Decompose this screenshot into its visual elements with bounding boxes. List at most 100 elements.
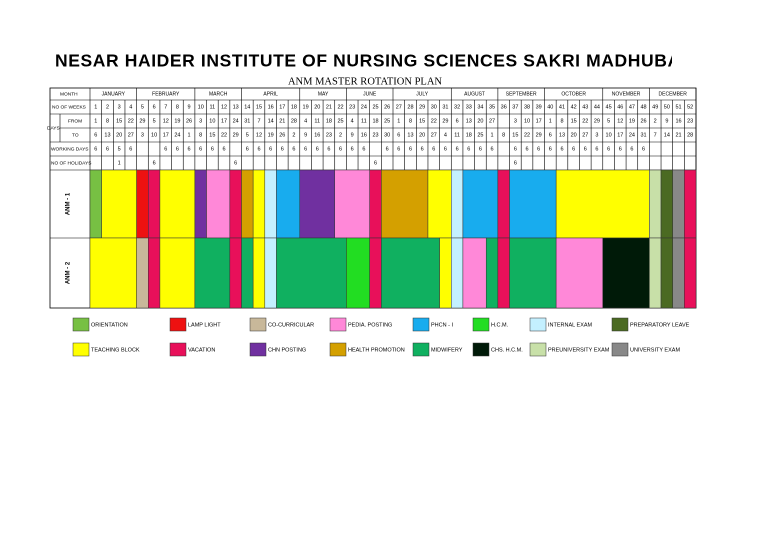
cell-value: 27	[431, 132, 437, 138]
cell-value: 7	[257, 118, 260, 124]
month-label: NOVEMBER	[612, 91, 641, 97]
rotation-block	[159, 237, 196, 309]
cell-value: 29	[419, 104, 425, 110]
cell-value: 34	[477, 104, 483, 110]
rotation-block	[148, 237, 161, 309]
rotation-block	[497, 237, 510, 309]
legend-swatch	[529, 317, 547, 332]
rotation-block	[369, 237, 382, 309]
legend-label: CHS. H.C.M.	[491, 347, 523, 353]
cell-value: 20	[116, 132, 122, 138]
legend-swatch	[329, 342, 347, 357]
cell-value: 31	[244, 118, 250, 124]
cell-value: 27	[489, 118, 495, 124]
cell-value: 6	[397, 146, 400, 152]
cell-value: 37	[512, 104, 518, 110]
cell-value: 6	[199, 146, 202, 152]
rotation-block	[451, 169, 464, 239]
cell-value: 10	[198, 104, 204, 110]
rotation-block	[206, 169, 231, 239]
rotation-block	[241, 169, 254, 239]
legend-label: HEALTH PROMOTION	[348, 347, 405, 353]
rotation-block	[649, 169, 662, 239]
cell-value: 1	[397, 118, 400, 124]
cell-value: 17	[536, 118, 542, 124]
month-label: OCTOBER	[561, 91, 586, 97]
cell-value: 23	[326, 132, 332, 138]
cell-value: 6	[514, 146, 517, 152]
rotation-block	[229, 169, 242, 239]
cell-value: 6	[153, 160, 156, 166]
cell-value: 21	[675, 132, 681, 138]
rotation-block	[252, 169, 266, 239]
cell-value: 5	[246, 132, 249, 138]
cell-value: 22	[582, 118, 588, 124]
cell-value: 25	[477, 132, 483, 138]
cell-value: 3	[514, 118, 517, 124]
legend-label: PREPARATORY LEAVE	[630, 322, 690, 328]
cell-value: 45	[606, 104, 612, 110]
cell-value: 1	[491, 132, 494, 138]
rotation-block	[369, 169, 382, 239]
month-label: SEPTEMBER	[506, 91, 537, 97]
subtitle: ANM MASTER ROTATION PLAN	[288, 76, 442, 87]
legend-swatch	[169, 342, 187, 357]
cell-value: 18	[326, 118, 332, 124]
cell-value: 6	[292, 146, 295, 152]
cell-value: 29	[442, 118, 448, 124]
cell-value: 6	[467, 146, 470, 152]
legend-label: INTERNAL EXAM	[548, 322, 593, 328]
cell-value: 46	[617, 104, 623, 110]
cell-value: 10	[524, 118, 530, 124]
cell-value: 22	[524, 132, 530, 138]
legend-swatch	[611, 317, 629, 332]
rotation-block	[381, 169, 429, 239]
cell-value: 6	[339, 146, 342, 152]
legend-swatch	[72, 342, 90, 357]
legend-label: PREUNIVERSITY EXAM	[548, 347, 610, 353]
cell-value: 25	[372, 104, 378, 110]
cell-value: 26	[186, 118, 192, 124]
cell-value: 29	[139, 118, 145, 124]
cell-value: 6	[386, 146, 389, 152]
cell-value: 52	[687, 104, 693, 110]
cell-value: 11	[314, 118, 320, 124]
cell-value: 40	[547, 104, 553, 110]
row-label: NO OF WEEKS	[52, 104, 86, 110]
cell-value: 6	[129, 146, 132, 152]
cell-value: 9	[304, 132, 307, 138]
cell-value: 2	[339, 132, 342, 138]
cell-value: 6	[304, 146, 307, 152]
cell-value: 28	[407, 104, 413, 110]
cell-value: 42	[571, 104, 577, 110]
month-label: AUGUST	[464, 91, 485, 97]
rotation-block	[299, 169, 335, 239]
month-label: FEBRUARY	[152, 91, 180, 97]
cell-value: 25	[384, 118, 390, 124]
cell-value: 17	[617, 132, 623, 138]
cell-value: 1	[94, 104, 97, 110]
cell-value: 10	[151, 132, 157, 138]
cell-value: 20	[314, 104, 320, 110]
cell-value: 6	[572, 146, 575, 152]
cell-value: 5	[118, 146, 121, 152]
cell-value: 15	[571, 118, 577, 124]
rotation-block	[672, 237, 685, 309]
cell-value: 48	[640, 104, 646, 110]
cell-value: 17	[163, 132, 169, 138]
cell-value: 2	[292, 132, 295, 138]
cell-value: 6	[269, 146, 272, 152]
row-label: DAYS	[47, 125, 60, 131]
cell-value: 6	[514, 160, 517, 166]
cell-value: 6	[362, 146, 365, 152]
cell-value: 8	[106, 118, 109, 124]
rotation-block	[451, 237, 464, 309]
cell-value: 8	[176, 104, 179, 110]
group-label: ANM - 1	[66, 192, 72, 215]
legend-swatch	[412, 342, 430, 357]
cell-value: 29	[233, 132, 239, 138]
cell-value: 6	[537, 146, 540, 152]
cell-value: 6	[222, 146, 225, 152]
cell-value: 22	[128, 118, 134, 124]
cell-value: 6	[421, 146, 424, 152]
